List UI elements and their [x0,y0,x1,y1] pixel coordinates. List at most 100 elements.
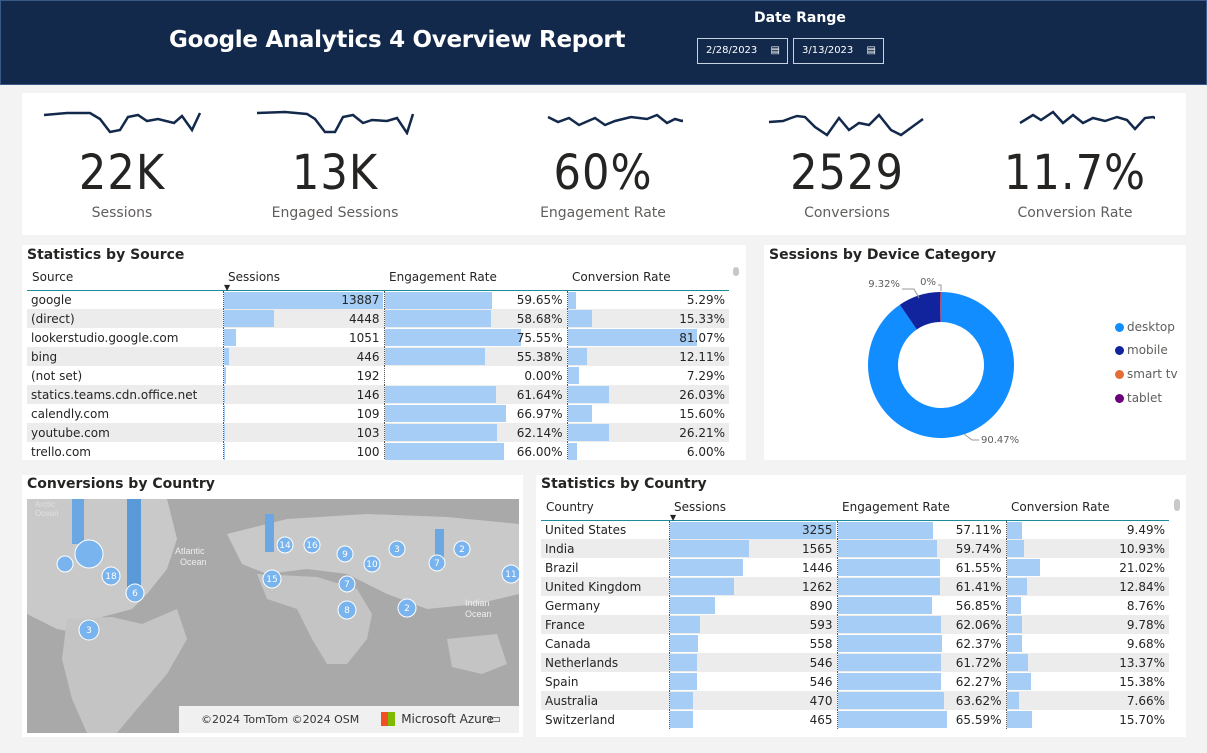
map-title: Conversions by Country [27,476,215,492]
map-bubble[interactable] [101,566,121,586]
table-row[interactable]: google 13887 59.65% 5.29% [27,290,729,309]
name-cell: trello.com [27,442,223,460]
kpi-value: 11.7% [1003,145,1147,201]
column-header[interactable]: Sessions ▼ [669,498,837,522]
data-bar [223,310,275,327]
source-table: Source Sessions ▼ Engagement Rate Convers… [27,268,729,460]
map-bubble[interactable] [303,536,321,554]
bar-cell: 0.00% [383,366,567,385]
bar-cell: 15.38% [1005,672,1169,691]
kpi-card-engagement-rate[interactable]: 60% Engagement Rate [503,93,703,235]
bar-cell: 66.00% [383,442,567,460]
map-bubble[interactable] [428,554,446,572]
table-row[interactable]: United States 3255 57.11% 9.49% [541,520,1169,539]
table-row[interactable]: Spain 546 62.27% 15.38% [541,672,1169,691]
kpi-label: Engagement Rate [540,205,666,221]
map-bubble[interactable] [78,619,100,641]
map-column [72,499,84,544]
map-bubble[interactable] [337,600,357,620]
column-header[interactable]: Conversion Rate [1006,498,1169,521]
table-row[interactable]: United Kingdom 1262 61.41% 12.84% [541,577,1169,596]
scrollbar[interactable] [1174,499,1180,511]
table-row[interactable]: Brazil 1446 61.55% 21.02% [541,558,1169,577]
donut-slice-smart-tv[interactable] [940,292,941,323]
map-bubble[interactable] [56,555,74,573]
map-bubble[interactable] [388,540,406,558]
data-bar [384,329,522,346]
table-row[interactable]: Canada 558 62.37% 9.68% [541,634,1169,653]
map-bubble[interactable] [336,545,354,563]
kpi-label: Engaged Sessions [271,205,399,221]
feedback-icon[interactable]: ▭ [488,712,501,727]
table-row[interactable]: statics.teams.cdn.office.net 146 61.64% 26.… [27,385,729,404]
column-header[interactable]: Engagement Rate [837,498,1006,521]
legend-item-smart-tv[interactable]: smart tv [1115,367,1178,381]
cell-value: 9.68% [1126,636,1165,651]
start-date-input[interactable]: 2/28/2023 ▤ [697,38,788,64]
kpi-card-conversions[interactable]: 2529 Conversions [747,93,947,235]
table-row[interactable]: France 593 62.06% 9.78% [541,615,1169,634]
calendar-icon[interactable]: ▤ [866,45,876,56]
table-row[interactable]: bing 446 55.38% 12.11% [27,347,729,366]
legend-dot [1115,394,1124,403]
end-date-input[interactable]: 3/13/2023 ▤ [793,38,884,64]
donut-slice-tablet[interactable] [940,292,941,323]
column-header[interactable]: Source [27,268,223,291]
name-cell: statics.teams.cdn.office.net [27,385,223,404]
legend-item-tablet[interactable]: tablet [1115,391,1162,405]
kpi-value: 22K [78,145,166,201]
cell-value: 9.49% [1126,522,1165,537]
donut-chart[interactable]: 90.47% 9.32% 0% [824,269,1124,459]
table-row[interactable]: lookerstudio.google.com 1051 75.55% 81.07% [27,328,729,347]
map-bubble[interactable] [338,575,356,593]
table-row[interactable]: Australia 470 63.62% 7.66% [541,691,1169,710]
cell-value: 1262 [801,579,833,594]
table-row[interactable]: Switzerland 465 65.59% 15.70% [541,710,1169,729]
donut-slice-desktop[interactable] [868,292,1014,438]
landmass-australia [447,634,507,674]
table-row[interactable]: India 1565 59.74% 10.93% [541,539,1169,558]
name-cell: Germany [541,596,669,615]
map-bubble[interactable] [501,564,519,584]
column-header[interactable]: Sessions ▼ [223,268,384,292]
legend-item-desktop[interactable]: desktop [1115,320,1175,334]
data-bar [384,310,491,327]
table-row[interactable]: calendly.com 109 66.97% 15.60% [27,404,729,423]
source-table-card: Statistics by Source Source Sessions ▼ En… [22,245,746,460]
world-map[interactable]: Atlantic Ocean Indian Ocean Arctic Ocean 18… [27,499,519,733]
kpi-card-engaged-sessions[interactable]: 13K Engaged Sessions [235,93,435,235]
bar-cell: 5.29% [566,290,729,309]
country-table-title: Statistics by Country [541,476,707,492]
table-row[interactable]: trello.com 100 66.00% 6.00% [27,442,729,460]
column-header[interactable]: Engagement Rate [384,268,567,291]
name-cell: bing [27,347,223,366]
cell-value: 21.02% [1119,560,1165,575]
map-bubble[interactable] [453,540,471,558]
name-cell: India [541,539,669,558]
map-bubble[interactable] [125,583,145,603]
cell-value: 66.97% [516,406,563,421]
cell-value: 65.59% [955,712,1002,727]
calendar-icon[interactable]: ▤ [770,45,780,56]
scrollbar[interactable] [733,267,739,276]
map-bubble[interactable] [397,598,417,618]
donut-slice-mobile[interactable] [899,292,941,330]
map-bubble[interactable] [276,536,294,554]
table-row[interactable]: Germany 890 56.85% 8.76% [541,596,1169,615]
map-bubble[interactable] [363,555,381,573]
table-row[interactable]: (direct) 4448 58.68% 15.33% [27,309,729,328]
table-row[interactable]: Netherlands 546 61.72% 13.37% [541,653,1169,672]
legend-dot [1115,370,1124,379]
column-header[interactable]: Conversion Rate [567,268,729,291]
data-bar [837,711,948,728]
table-row[interactable]: youtube.com 103 62.14% 26.21% [27,423,729,442]
ocean-label-line: Ocean [180,557,207,567]
kpi-card-conversion-rate[interactable]: 11.7% Conversion Rate [975,93,1175,235]
map-bubble[interactable] [74,539,104,569]
end-date-value: 3/13/2023 [802,45,854,56]
table-row[interactable]: (not set) 192 0.00% 7.29% [27,366,729,385]
legend-item-mobile[interactable]: mobile [1115,343,1168,357]
column-header[interactable]: Country [541,498,669,521]
kpi-card-sessions[interactable]: 22K Sessions [22,93,222,235]
map-bubble[interactable] [262,569,282,589]
